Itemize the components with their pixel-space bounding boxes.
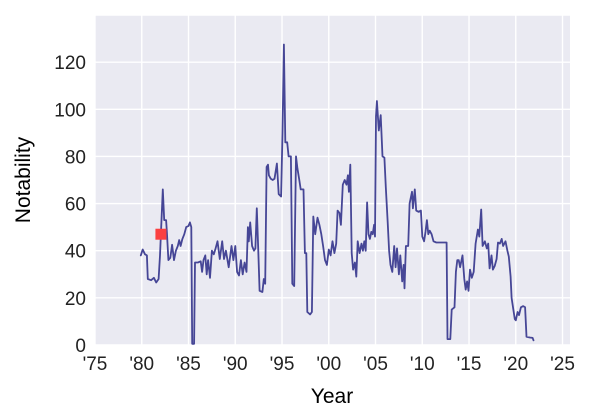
x-tick-label: '25 <box>550 354 575 375</box>
y-tick-label: 60 <box>65 195 86 216</box>
y-tick-label: 120 <box>54 53 86 74</box>
x-tick-label: '15 <box>457 354 482 375</box>
x-tick-label: '75 <box>83 354 108 375</box>
y-axis-label: Notability <box>12 136 35 223</box>
x-tick-label: '90 <box>223 354 248 375</box>
y-tick-label: 80 <box>65 147 86 168</box>
x-tick-label: '10 <box>410 354 435 375</box>
x-axis-label: Year <box>311 385 353 408</box>
y-tick-label: 0 <box>75 336 86 357</box>
y-tick-label: 20 <box>65 289 86 310</box>
plot-area <box>95 15 570 345</box>
highlight-marker <box>155 228 167 240</box>
x-tick-label: '85 <box>176 354 201 375</box>
x-tick-label: '80 <box>129 354 154 375</box>
x-tick-label: '00 <box>316 354 341 375</box>
chart-layers: '75 '80 '85 '90 '95 '00 '05 '10 '15 '20 '25 0 20 40 60… <box>54 14 575 375</box>
y-tick-label: 100 <box>54 100 86 121</box>
x-tick-label: '05 <box>363 354 388 375</box>
notability-line <box>139 43 535 345</box>
x-tick-label: '95 <box>270 354 295 375</box>
y-tick-label: 40 <box>65 242 86 263</box>
x-tick-label: '20 <box>503 354 528 375</box>
